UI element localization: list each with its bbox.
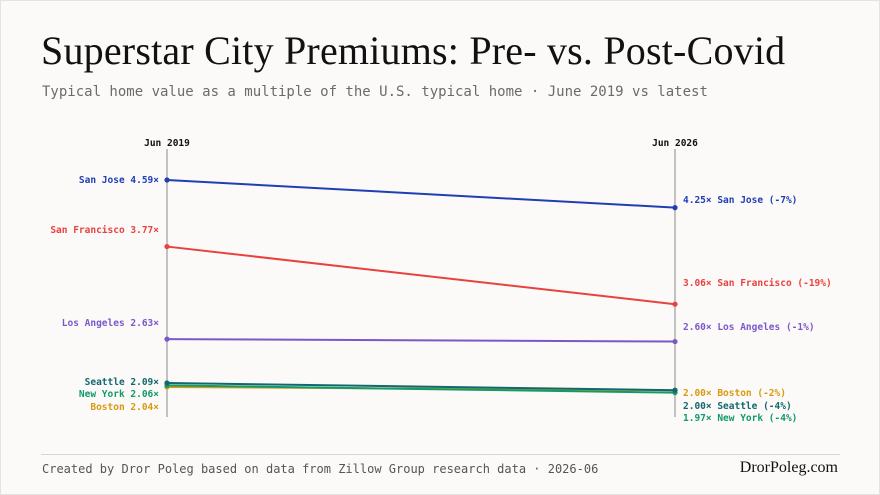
- chart-subtitle: Typical home value as a multiple of the …: [42, 84, 708, 100]
- label-los-angeles-end: 2.60× Los Angeles (-1%): [683, 322, 815, 333]
- x-tick-label-start: Jun 2019: [144, 138, 190, 149]
- series-line-san-jose: [166, 179, 676, 209]
- series-line-new-york: [166, 384, 676, 394]
- point-seattle-start: [164, 380, 170, 386]
- label-san-francisco-start: San Francisco 3.77×: [50, 225, 159, 236]
- series-line-los-angeles: [166, 338, 676, 343]
- point-los-angeles-start: [164, 336, 170, 342]
- footer-brand: DrorPoleg.com: [739, 459, 838, 476]
- point-san-jose-end: [672, 205, 678, 211]
- label-san-jose-start: San Jose 4.59×: [79, 175, 159, 186]
- label-boston-start: Boston 2.04×: [90, 402, 159, 413]
- series-line-seattle: [166, 381, 676, 392]
- slope-chart: Jun 2019 Jun 2026 San Jose 4.59× 4.25× San…: [50, 138, 832, 424]
- point-san-francisco-end: [672, 301, 678, 307]
- label-boston-end: 2.00× Boston (-2%): [683, 388, 786, 399]
- chart-title: Superstar City Premiums: Pre- vs. Post-C…: [41, 28, 786, 73]
- point-san-jose-start: [164, 177, 170, 183]
- x-tick-label-end: Jun 2026: [652, 138, 698, 149]
- label-new-york-end: 1.97× New York (-4%): [683, 413, 797, 424]
- label-seattle-start: Seattle 2.09×: [85, 377, 160, 388]
- point-los-angeles-end: [672, 338, 678, 345]
- point-san-francisco-start: [164, 243, 170, 250]
- footer-credit: Created by Dror Poleg based on data from…: [42, 462, 599, 476]
- footer-divider: [41, 454, 840, 455]
- label-san-jose-end: 4.25× San Jose (-7%): [683, 195, 797, 206]
- series-line-san-francisco: [166, 245, 676, 306]
- label-san-francisco-end: 3.06× San Francisco (-19%): [683, 278, 832, 289]
- label-los-angeles-start: Los Angeles 2.63×: [62, 318, 160, 329]
- label-seattle-end: 2.00× Seattle (-4%): [683, 401, 792, 412]
- label-new-york-start: New York 2.06×: [79, 389, 159, 400]
- point-seattle-end: [672, 387, 678, 393]
